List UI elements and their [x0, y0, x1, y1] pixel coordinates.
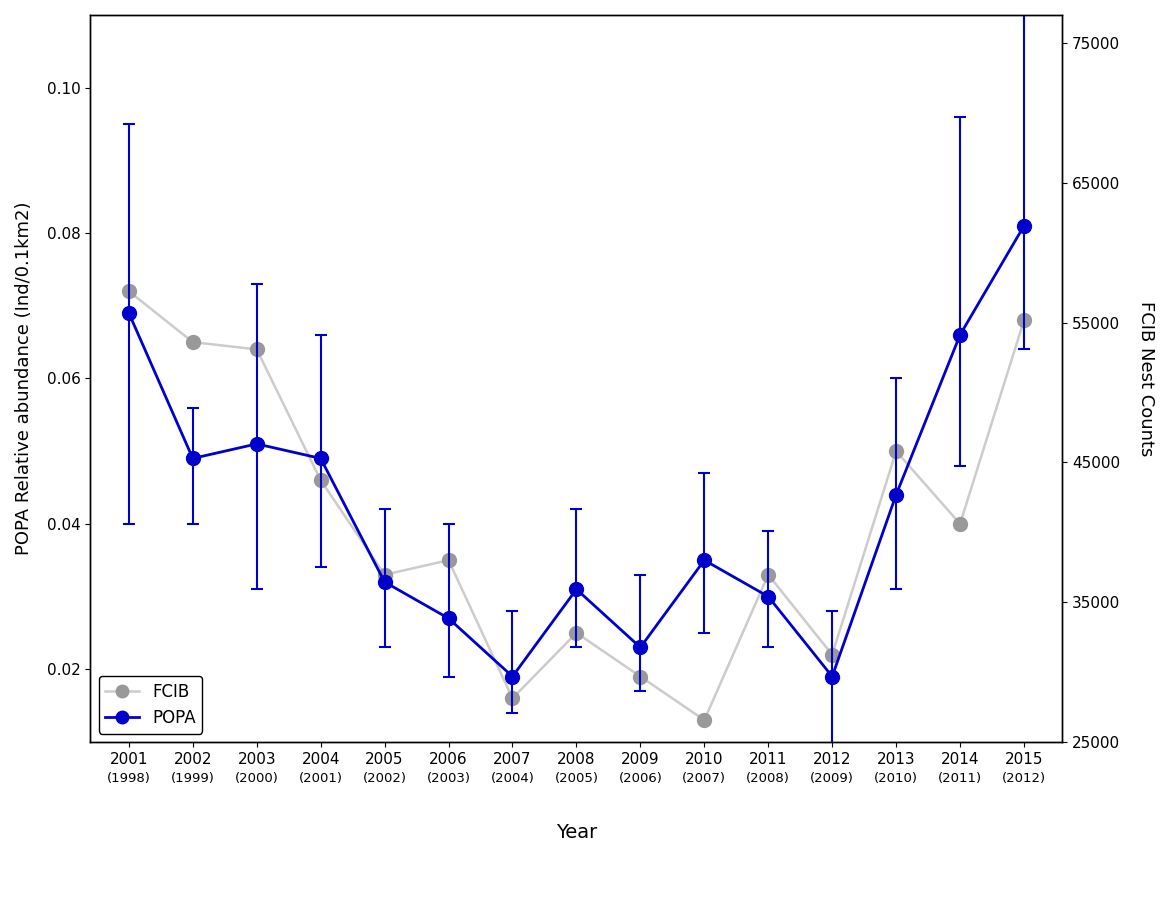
FCIB [505, 693, 519, 704]
Text: (2006): (2006) [619, 772, 662, 786]
FCIB [186, 336, 200, 347]
FCIB [697, 714, 711, 725]
FCIB [314, 474, 328, 485]
Text: (2000): (2000) [235, 772, 278, 786]
Text: (2004): (2004) [490, 772, 535, 786]
Text: (2005): (2005) [555, 772, 598, 786]
Legend: FCIB, POPA: FCIB, POPA [98, 676, 202, 733]
FCIB [954, 519, 968, 529]
FCIB [570, 628, 584, 639]
FCIB [122, 286, 136, 297]
Text: (2011): (2011) [938, 772, 982, 786]
Text: (2007): (2007) [682, 772, 727, 786]
Text: (2012): (2012) [1002, 772, 1046, 786]
FCIB [1017, 315, 1031, 326]
FCIB [762, 569, 776, 580]
X-axis label: Year: Year [556, 823, 597, 842]
Text: (2002): (2002) [363, 772, 407, 786]
Text: (1999): (1999) [171, 772, 215, 786]
Text: (1998): (1998) [106, 772, 151, 786]
Text: (2010): (2010) [874, 772, 918, 786]
Text: (2009): (2009) [811, 772, 854, 786]
Text: (2008): (2008) [746, 772, 790, 786]
FCIB [825, 649, 839, 660]
Text: (2001): (2001) [298, 772, 343, 786]
FCIB [441, 555, 455, 566]
Y-axis label: POPA Relative abundance (Ind/0.1km2): POPA Relative abundance (Ind/0.1km2) [15, 202, 33, 556]
Text: (2003): (2003) [427, 772, 470, 786]
FCIB [249, 344, 263, 354]
FCIB [633, 671, 647, 682]
Y-axis label: FCIB Nest Counts: FCIB Nest Counts [1137, 300, 1155, 456]
Line: FCIB: FCIB [122, 284, 1031, 727]
FCIB [378, 569, 392, 580]
FCIB [889, 446, 903, 456]
